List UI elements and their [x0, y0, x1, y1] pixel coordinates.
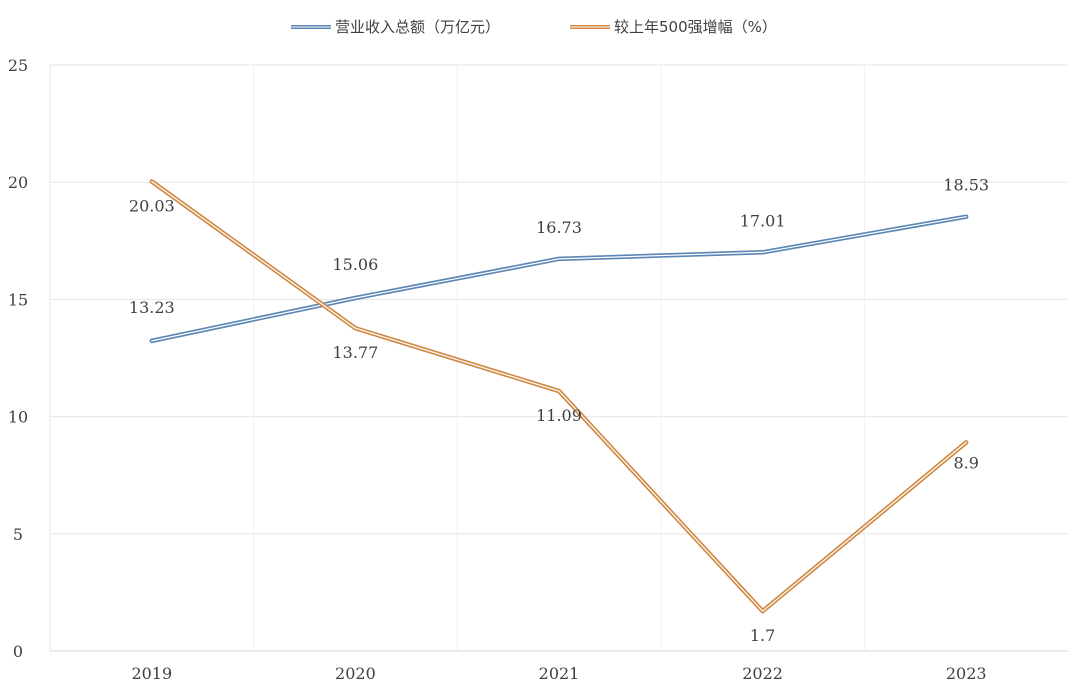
legend-label-revenue: 营业收入总额（万亿元） [335, 18, 500, 36]
legend-label-growth: 较上年500强增幅（%） [614, 18, 777, 36]
y-tick-label-4: 20 [8, 173, 28, 192]
y-tick-label-2: 10 [8, 408, 28, 427]
data-label-growth-2022: 1.7 [750, 626, 775, 645]
series-line-inner-growth [151, 180, 967, 612]
x-tick-label-2022: 2022 [742, 664, 783, 683]
data-label-revenue-2019: 13.23 [129, 298, 175, 317]
x-tick-label-2023: 2023 [946, 664, 987, 683]
y-tick-label-0: 0 [13, 642, 23, 661]
legend-item-growth: 较上年500强增幅（%） [570, 18, 777, 36]
legend: 营业收入总额（万亿元） 较上年500强增幅（%） [291, 18, 777, 36]
x-tick-label-2021: 2021 [539, 664, 580, 683]
legend-item-revenue: 营业收入总额（万亿元） [291, 18, 500, 36]
axes: 0 5 10 15 20 25 2019 2020 2021 2022 2023 [8, 56, 1068, 683]
data-label-revenue-2023: 18.53 [943, 176, 989, 195]
data-labels: 13.23 15.06 16.73 17.01 18.53 20.03 13.77 11.09… [129, 176, 989, 645]
data-label-revenue-2021: 16.73 [536, 218, 582, 237]
gridlines [50, 64, 1068, 651]
data-label-growth-2020: 13.77 [332, 343, 378, 362]
data-label-growth-2021: 11.09 [536, 406, 582, 425]
y-tick-label-5: 25 [8, 56, 28, 75]
x-tick-label-2020: 2020 [335, 664, 376, 683]
data-label-revenue-2022: 17.01 [740, 211, 786, 230]
x-tick-label-2019: 2019 [131, 664, 172, 683]
series-lines [149, 179, 969, 614]
y-tick-label-1: 5 [13, 525, 23, 544]
y-tick-label-3: 15 [8, 290, 28, 309]
data-label-growth-2023: 8.9 [953, 453, 978, 472]
series-line-growth [149, 179, 969, 614]
data-label-growth-2019: 20.03 [129, 196, 175, 215]
data-label-revenue-2020: 15.06 [332, 255, 378, 274]
